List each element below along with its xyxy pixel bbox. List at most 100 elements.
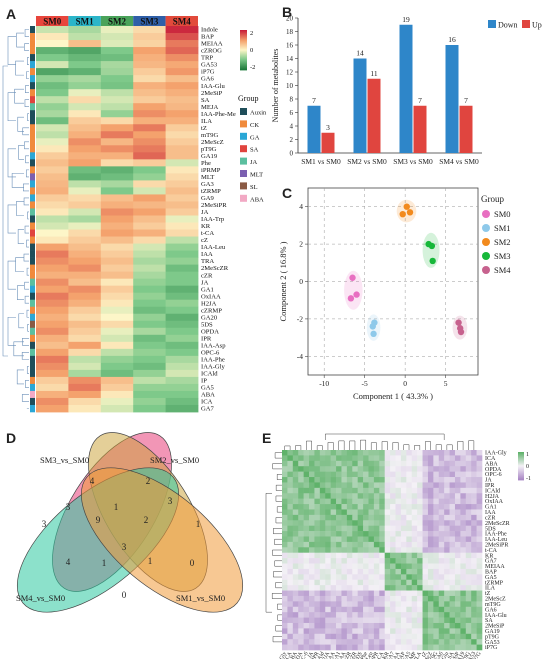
heatmap-cell <box>100 103 134 111</box>
correlation-cell <box>476 487 483 494</box>
correlation-cell <box>379 628 386 635</box>
heatmap-cell <box>133 110 166 118</box>
correlation-cell <box>390 622 396 629</box>
correlation-cell <box>454 628 461 635</box>
correlation-cell <box>336 477 342 483</box>
correlation-cell <box>471 595 477 602</box>
correlation-cell <box>449 450 456 456</box>
heatmap-cell <box>36 208 69 216</box>
correlation-cell <box>465 612 472 618</box>
correlation-cell <box>433 617 440 624</box>
correlation-cell <box>292 606 299 613</box>
heatmap-cell <box>68 327 102 336</box>
correlation-cell <box>298 568 304 575</box>
correlation-cell <box>400 482 407 489</box>
heatmap-cell <box>133 264 166 273</box>
correlation-cell <box>314 514 321 521</box>
group-strip-cell <box>30 187 35 195</box>
correlation-cell <box>282 590 288 597</box>
correlation-cell <box>363 547 369 554</box>
correlation-cell <box>292 536 299 543</box>
correlation-cell <box>433 547 440 554</box>
correlation-cell <box>292 568 299 575</box>
y-tick-label: 16 <box>286 42 294 50</box>
correlation-cell <box>390 455 396 462</box>
heatmap-cell <box>100 299 134 308</box>
correlation-cell <box>287 509 294 516</box>
heatmap-cell <box>100 166 134 174</box>
correlation-cell <box>330 617 337 624</box>
correlation-cell <box>298 628 304 635</box>
correlation-cell <box>352 525 358 532</box>
correlation-cell <box>449 471 456 478</box>
correlation-cell <box>400 531 407 537</box>
row-label: MEIAA <box>201 41 223 48</box>
correlation-cell <box>411 590 418 597</box>
correlation-cell <box>438 558 445 564</box>
correlation-cell <box>400 466 407 472</box>
row-label: SA <box>201 97 210 104</box>
correlation-cell <box>341 633 348 640</box>
correlation-cell <box>422 460 429 467</box>
correlation-cell <box>390 590 396 597</box>
correlation-cell <box>373 585 380 591</box>
heatmap-cell <box>36 152 69 160</box>
correlation-cell <box>303 558 310 564</box>
y-tick-label: -2 <box>297 314 303 323</box>
correlation-cell <box>287 644 294 651</box>
correlation-cell <box>352 585 358 591</box>
heatmap-cell <box>165 194 199 202</box>
correlation-cell <box>368 471 375 478</box>
correlation-cell <box>406 509 413 516</box>
heatmap-cell <box>100 243 134 251</box>
correlation-cell <box>298 595 304 602</box>
correlation-cell <box>449 639 456 645</box>
column-label: 2MeScZ <box>419 650 434 659</box>
correlation-cell <box>309 563 315 570</box>
row-label: IAA-Phe <box>201 356 225 363</box>
scale-gradient-step <box>518 470 524 472</box>
correlation-cell <box>330 601 337 608</box>
correlation-cell <box>287 612 294 618</box>
correlation-cell <box>449 622 456 629</box>
correlation-cell <box>476 455 483 462</box>
scale-gradient-step <box>240 65 247 67</box>
correlation-cell <box>319 563 326 570</box>
correlation-cell <box>406 579 413 586</box>
correlation-cell <box>400 585 407 591</box>
correlation-cell <box>325 622 331 629</box>
correlation-cell <box>298 482 304 489</box>
heatmap-cell <box>100 236 134 244</box>
correlation-cell <box>298 612 304 618</box>
correlation-cell <box>465 477 472 483</box>
correlation-cell <box>460 455 467 462</box>
correlation-cell <box>373 617 380 624</box>
correlation-cell <box>433 493 440 499</box>
correlation-cell <box>303 622 310 629</box>
correlation-cell <box>433 455 440 462</box>
correlation-cell <box>325 450 331 456</box>
correlation-cell <box>449 493 456 499</box>
heatmap-cell <box>165 68 199 76</box>
correlation-cell <box>363 612 369 618</box>
correlation-cell <box>438 628 445 635</box>
correlation-cell <box>465 633 472 640</box>
correlation-cell <box>341 606 348 613</box>
correlation-cell <box>422 471 429 478</box>
correlation-cell <box>444 471 450 478</box>
heatmap-cell <box>165 180 199 188</box>
correlation-cell <box>336 585 342 591</box>
correlation-cell <box>298 536 304 543</box>
group-strip-cell <box>30 145 35 153</box>
correlation-cell <box>303 633 310 640</box>
correlation-cell <box>325 536 331 543</box>
correlation-cell <box>444 482 450 489</box>
correlation-cell <box>341 558 348 564</box>
correlation-cell <box>363 606 369 613</box>
correlation-cell <box>417 455 423 462</box>
row-label: GA19 <box>485 629 500 635</box>
correlation-cell <box>346 595 353 602</box>
correlation-cell <box>314 520 321 526</box>
correlation-cell <box>282 531 288 537</box>
correlation-cell <box>298 531 304 537</box>
